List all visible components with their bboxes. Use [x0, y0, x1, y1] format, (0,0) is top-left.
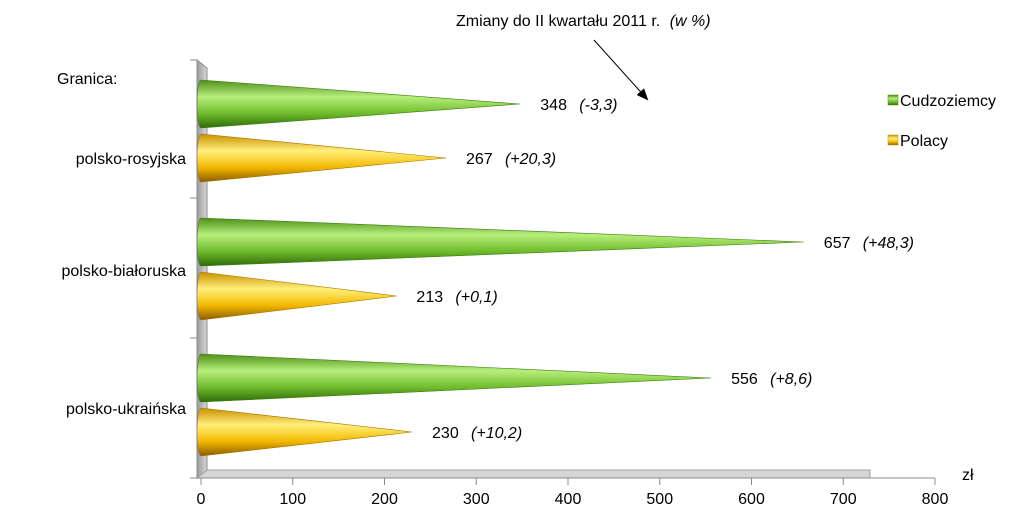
bar-polacy: [196, 271, 397, 321]
x-tick-label: 800: [922, 491, 949, 508]
x-axis-unit-label: zł: [962, 467, 974, 484]
value-label: 657: [824, 235, 851, 252]
x-axis-ticks: 0 100 200 300 400 500 600 700 800: [190, 59, 949, 508]
category-label: polsko-białoruska: [61, 263, 186, 280]
annotation-text: Zmiany do II kwartału 2011 r. (w %): [456, 13, 711, 30]
x-tick-label: 500: [646, 491, 673, 508]
value-label: 213: [416, 289, 443, 306]
x-tick-label: 0: [197, 491, 206, 508]
x-tick-label: 600: [738, 491, 765, 508]
bars: [196, 79, 804, 457]
category-label: polsko-rosyjska: [76, 151, 186, 168]
data-labels: 348 (-3,3) 267 (+20,3) 657 (+48,3) 213 (+0,1) 55…: [416, 97, 914, 442]
plot-floor: [195, 469, 871, 479]
x-tick-label: 300: [463, 491, 490, 508]
legend-swatch-cudzoziemcy: [887, 94, 899, 106]
change-label: (+10,2): [471, 425, 522, 442]
bar-polacy: [196, 407, 413, 457]
value-label: 348: [540, 97, 567, 114]
value-label: 556: [731, 371, 758, 388]
annotation-main-text: Zmiany do II kwartału 2011 r.: [456, 13, 660, 30]
bar-cudzoziemcy: [196, 353, 712, 403]
value-label: 267: [466, 151, 493, 168]
bar-polacy: [196, 133, 447, 183]
change-label: (-3,3): [579, 97, 617, 114]
change-label: (+48,3): [863, 235, 914, 252]
category-labels: polsko-rosyjska polsko-białoruska polsko-u…: [61, 151, 186, 418]
x-tick-label: 700: [830, 491, 857, 508]
bar-cudzoziemcy: [196, 217, 804, 267]
category-label: polsko-ukraińska: [66, 401, 186, 418]
x-tick-label: 400: [555, 491, 582, 508]
annotation-italic-text: (w %): [670, 13, 711, 30]
legend-swatch-polacy: [887, 134, 899, 146]
bar-cudzoziemcy: [196, 79, 521, 129]
y-axis-title: Granica:: [57, 71, 117, 88]
x-tick-label: 200: [371, 491, 398, 508]
x-tick-label: 100: [279, 491, 306, 508]
value-label: 230: [432, 425, 459, 442]
annotation-arrow: [593, 39, 649, 101]
change-label: (+8,6): [770, 371, 812, 388]
legend-label-polacy: Polacy: [900, 133, 948, 150]
legend-label-cudzoziemcy: Cudzoziemcy: [900, 93, 996, 110]
change-label: (+20,3): [505, 151, 556, 168]
change-label: (+0,1): [455, 289, 497, 306]
